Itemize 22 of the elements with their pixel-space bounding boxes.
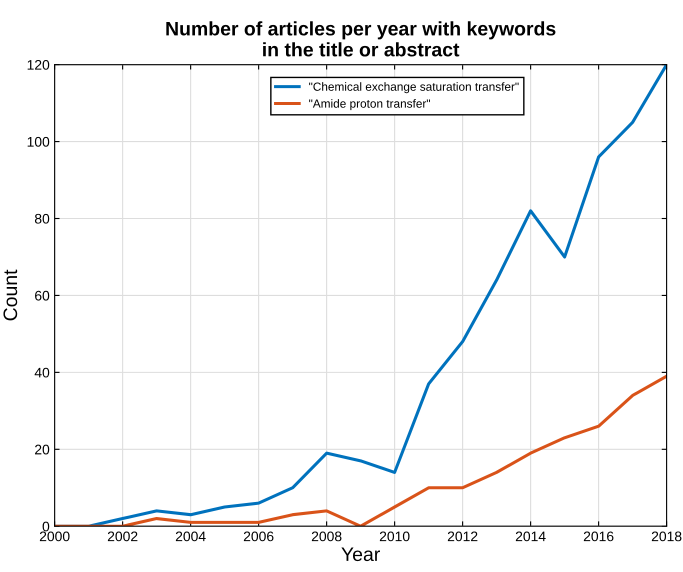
x-axis-title: Year [341,548,380,562]
x-tick-label: 2012 [448,531,478,542]
y-axis-title: Count [3,270,18,320]
legend-label: "Amide proton transfer" [309,99,430,110]
y-tick-label: 0 [42,522,50,532]
x-tick-label: 2018 [652,531,682,542]
y-tick-label: 100 [28,136,50,147]
chart-title: Number of articles per year with keywords in the title or abstract [166,21,556,56]
x-tick-label: 2000 [40,531,70,542]
y-tick-label: 60 [35,290,50,301]
x-tick-label: 2016 [584,531,614,542]
x-tick-label: 2008 [312,531,342,542]
y-tick-label: 80 [34,214,50,224]
x-tick-label: 2010 [380,531,410,542]
y-tick-label: 40 [34,368,50,378]
y-tick-label: 20 [35,444,50,454]
x-tick-label: 2014 [516,531,546,542]
y-tick-label: 120 [28,60,50,70]
x-tick-label: 2004 [176,531,206,542]
x-tick-label: 2002 [108,531,138,542]
x-tick-label: 2006 [244,531,274,542]
legend-label: "Chemical exchange saturation transfer" [309,82,519,94]
